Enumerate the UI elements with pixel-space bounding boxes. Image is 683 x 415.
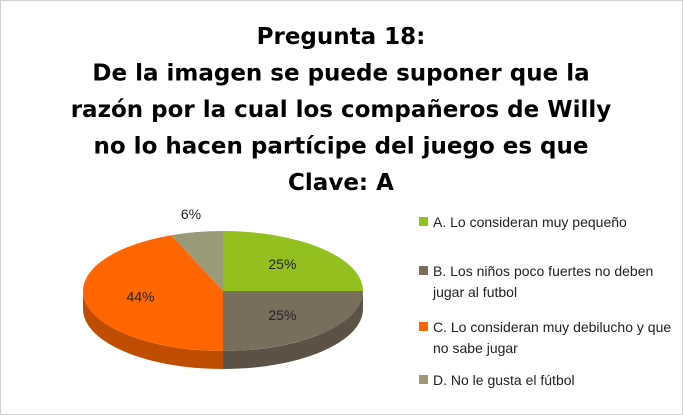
legend-swatch (419, 375, 428, 384)
legend-label: A. Lo consideran muy pequeño (433, 214, 627, 230)
data-label: 25% (268, 256, 296, 272)
pie-slice (171, 231, 223, 291)
chart-title: Pregunta 18: (257, 24, 426, 50)
pie-side (83, 291, 223, 369)
pie-slice (223, 231, 363, 291)
data-label: 6% (181, 206, 201, 222)
legend-label: D. No le gusta el fútbol (433, 372, 575, 388)
chart-title: no lo hacen partícipe del juego es que (94, 134, 589, 160)
pie-slice (223, 291, 363, 351)
chart-title: razón por la cual los compañeros de Will… (71, 97, 612, 123)
chart-title: De la imagen se puede suponer que la (92, 61, 589, 87)
legend-swatch (419, 322, 428, 331)
legend-item: A. Lo consideran muy pequeño (419, 212, 682, 233)
legend-swatch (419, 217, 428, 226)
legend-label: C. Lo consideran muy debilucho y que no … (433, 319, 672, 356)
pie-slice (83, 235, 224, 351)
legend-swatch (419, 266, 428, 275)
pie-side (223, 291, 363, 369)
legend-item: B. Los niños poco fuertes no deben jugar… (419, 261, 682, 303)
data-label: 44% (126, 288, 154, 304)
legend-item: C. Lo consideran muy debilucho y que no … (419, 317, 682, 359)
chart-title: Clave: A (288, 170, 394, 196)
legend-item: D. No le gusta el fútbol (419, 370, 682, 391)
data-label: 25% (268, 307, 296, 323)
legend-label: B. Los niños poco fuertes no deben jugar… (433, 263, 654, 300)
